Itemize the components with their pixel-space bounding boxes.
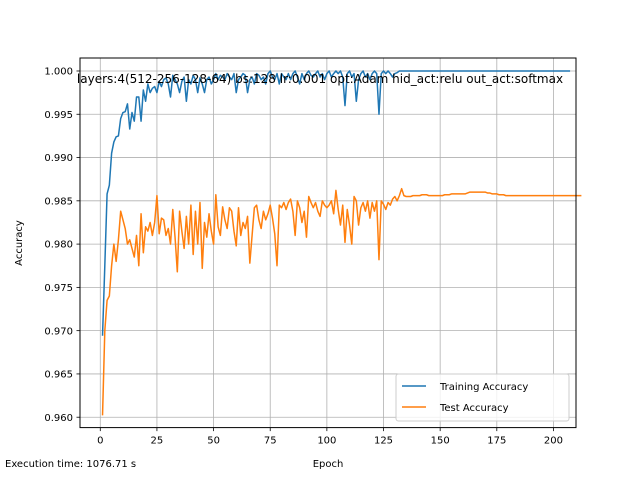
y-tick-label: 0.965 [44, 370, 73, 381]
y-tick-label: 0.995 [44, 110, 73, 121]
y-tick-label: 1.000 [44, 67, 73, 78]
y-tick-label: 0.980 [44, 240, 73, 251]
x-tick-label: 75 [264, 436, 277, 447]
x-tick-label: 200 [544, 436, 563, 447]
execution-time-annotation: Execution time: 1076.71 s [5, 459, 136, 470]
y-tick-label: 0.960 [44, 413, 73, 424]
y-tick-label: 0.975 [44, 283, 73, 294]
x-tick-label: 175 [487, 436, 506, 447]
x-tick-label: 150 [431, 436, 450, 447]
legend: Training Accuracy Test Accuracy [396, 374, 569, 421]
x-tick-label: 100 [317, 436, 336, 447]
legend-label: Training Accuracy [439, 382, 528, 393]
x-axis-label: Epoch [313, 459, 344, 470]
x-tick-label: 25 [151, 436, 164, 447]
x-tick-label: 50 [207, 436, 220, 447]
x-tick-label: 0 [97, 436, 103, 447]
chart-title: layers:4(512-256-128-64) bs:128 lr:0.001… [77, 72, 563, 86]
y-tick-label: 0.985 [44, 196, 73, 207]
x-tick-label: 125 [374, 436, 393, 447]
plot-area [80, 58, 576, 428]
legend-label: Test Accuracy [439, 403, 509, 414]
y-tick-label: 0.970 [44, 326, 73, 337]
y-axis-label: Accuracy [14, 220, 25, 266]
y-tick-label: 0.990 [44, 153, 73, 164]
